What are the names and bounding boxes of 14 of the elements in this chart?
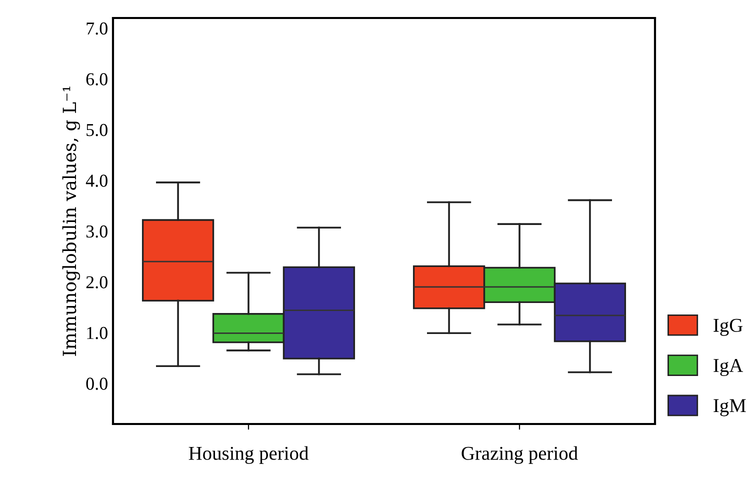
y-tick-label: 3.0 bbox=[86, 225, 108, 238]
y-tick-label: 0.0 bbox=[86, 378, 108, 390]
x-tick-label: Housing period bbox=[188, 446, 308, 464]
legend-label: IgG bbox=[714, 318, 743, 336]
y-tick-label: 4.0 bbox=[86, 174, 108, 187]
y-tick-label: 6.0 bbox=[86, 73, 108, 86]
x-tick-label: Grazing period bbox=[462, 446, 578, 464]
y-axis-title: Immunoglobulin values, g L⁻¹ bbox=[62, 86, 80, 356]
y-tick-label: 1.0 bbox=[87, 326, 108, 340]
y-tick-label: 7.0 bbox=[86, 22, 108, 35]
legend-label: IgM bbox=[714, 399, 746, 416]
legend-label: IgA bbox=[714, 359, 744, 376]
y-tick-label: 5.0 bbox=[86, 124, 108, 136]
y-tick-label: 2.0 bbox=[86, 276, 108, 288]
